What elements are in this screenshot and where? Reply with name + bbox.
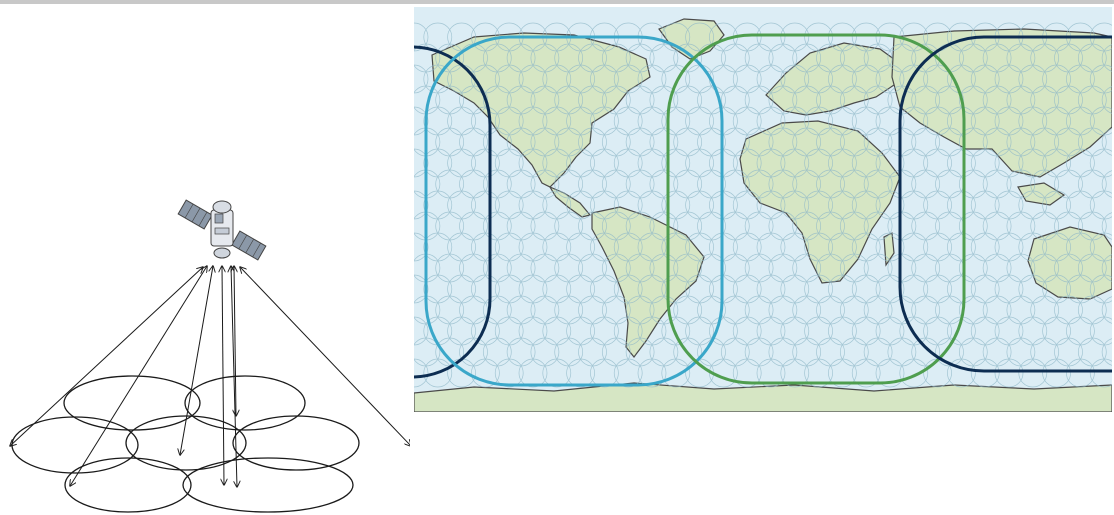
beam-footprint xyxy=(125,415,247,471)
beam-cell xyxy=(414,190,429,220)
beam-cell xyxy=(494,358,524,388)
beam-cell xyxy=(1101,86,1112,114)
coverage-region-west-edge xyxy=(414,45,492,379)
beam-footprint xyxy=(184,375,306,431)
beam-cell xyxy=(851,358,881,388)
beam-cell xyxy=(471,358,500,388)
beam-cell xyxy=(1101,254,1112,282)
beam-cell xyxy=(414,358,429,388)
coverage-regions xyxy=(414,33,1112,387)
beam-cell xyxy=(414,232,429,262)
beam-ray xyxy=(222,266,224,485)
beam-cell xyxy=(414,106,429,136)
beam-cell xyxy=(414,64,429,94)
beam-cell xyxy=(732,358,762,388)
beam-ray xyxy=(70,266,207,486)
beam-cell xyxy=(1101,44,1112,72)
beam-cell xyxy=(828,358,857,388)
beam-cell xyxy=(637,358,667,388)
beam-cell xyxy=(423,358,453,388)
beam-cell xyxy=(661,358,691,388)
beam-cell xyxy=(414,148,429,178)
beam-ray xyxy=(240,267,410,446)
beam-cell xyxy=(899,358,929,388)
beam-rays xyxy=(10,266,410,487)
beam-cell xyxy=(1101,170,1112,198)
beam-cell xyxy=(566,358,595,388)
land-antarctica xyxy=(414,382,1112,412)
top-rule xyxy=(0,0,1114,4)
beam-ray xyxy=(10,267,203,446)
beam-footprint xyxy=(64,457,192,513)
land-africa xyxy=(739,120,901,284)
coverage-region-americas xyxy=(424,35,724,387)
world-coverage-map xyxy=(414,7,1112,412)
beam-cell xyxy=(780,358,810,388)
beam-cell xyxy=(414,22,429,52)
spot-beam-diagram xyxy=(0,199,410,513)
beam-footprint xyxy=(232,415,360,471)
coverage-region-europe-africa xyxy=(666,33,966,385)
beam-cell xyxy=(994,358,1024,388)
beam-cell xyxy=(1101,338,1112,366)
beam-cell xyxy=(518,358,548,388)
beam-cell xyxy=(875,358,905,388)
beam-cell xyxy=(947,358,976,388)
beam-footprint xyxy=(63,375,201,431)
beam-cell xyxy=(1101,296,1112,324)
beam-cell xyxy=(1101,212,1112,240)
satellite-body xyxy=(210,200,234,259)
beam-grid xyxy=(414,22,1112,388)
beam-cell xyxy=(1089,358,1112,388)
beam-cell xyxy=(590,358,619,388)
beam-cell xyxy=(804,358,833,388)
beam-ray xyxy=(234,266,236,416)
beam-cell xyxy=(542,358,572,388)
coverage-region-asia-pacific xyxy=(898,35,1112,373)
beam-footprint xyxy=(11,416,139,474)
beam-cell xyxy=(414,274,429,304)
beam-cell xyxy=(1042,358,1071,388)
beam-cell xyxy=(1018,358,1048,388)
beam-ray xyxy=(180,266,213,455)
satellite-icon xyxy=(177,199,267,261)
beam-cell xyxy=(756,358,786,388)
beam-cell xyxy=(613,358,643,388)
beam-footprint xyxy=(182,457,354,513)
beam-cell xyxy=(1066,358,1095,388)
beam-cell xyxy=(414,316,429,346)
beam-cell xyxy=(1101,128,1112,156)
beam-cell xyxy=(970,358,1000,388)
